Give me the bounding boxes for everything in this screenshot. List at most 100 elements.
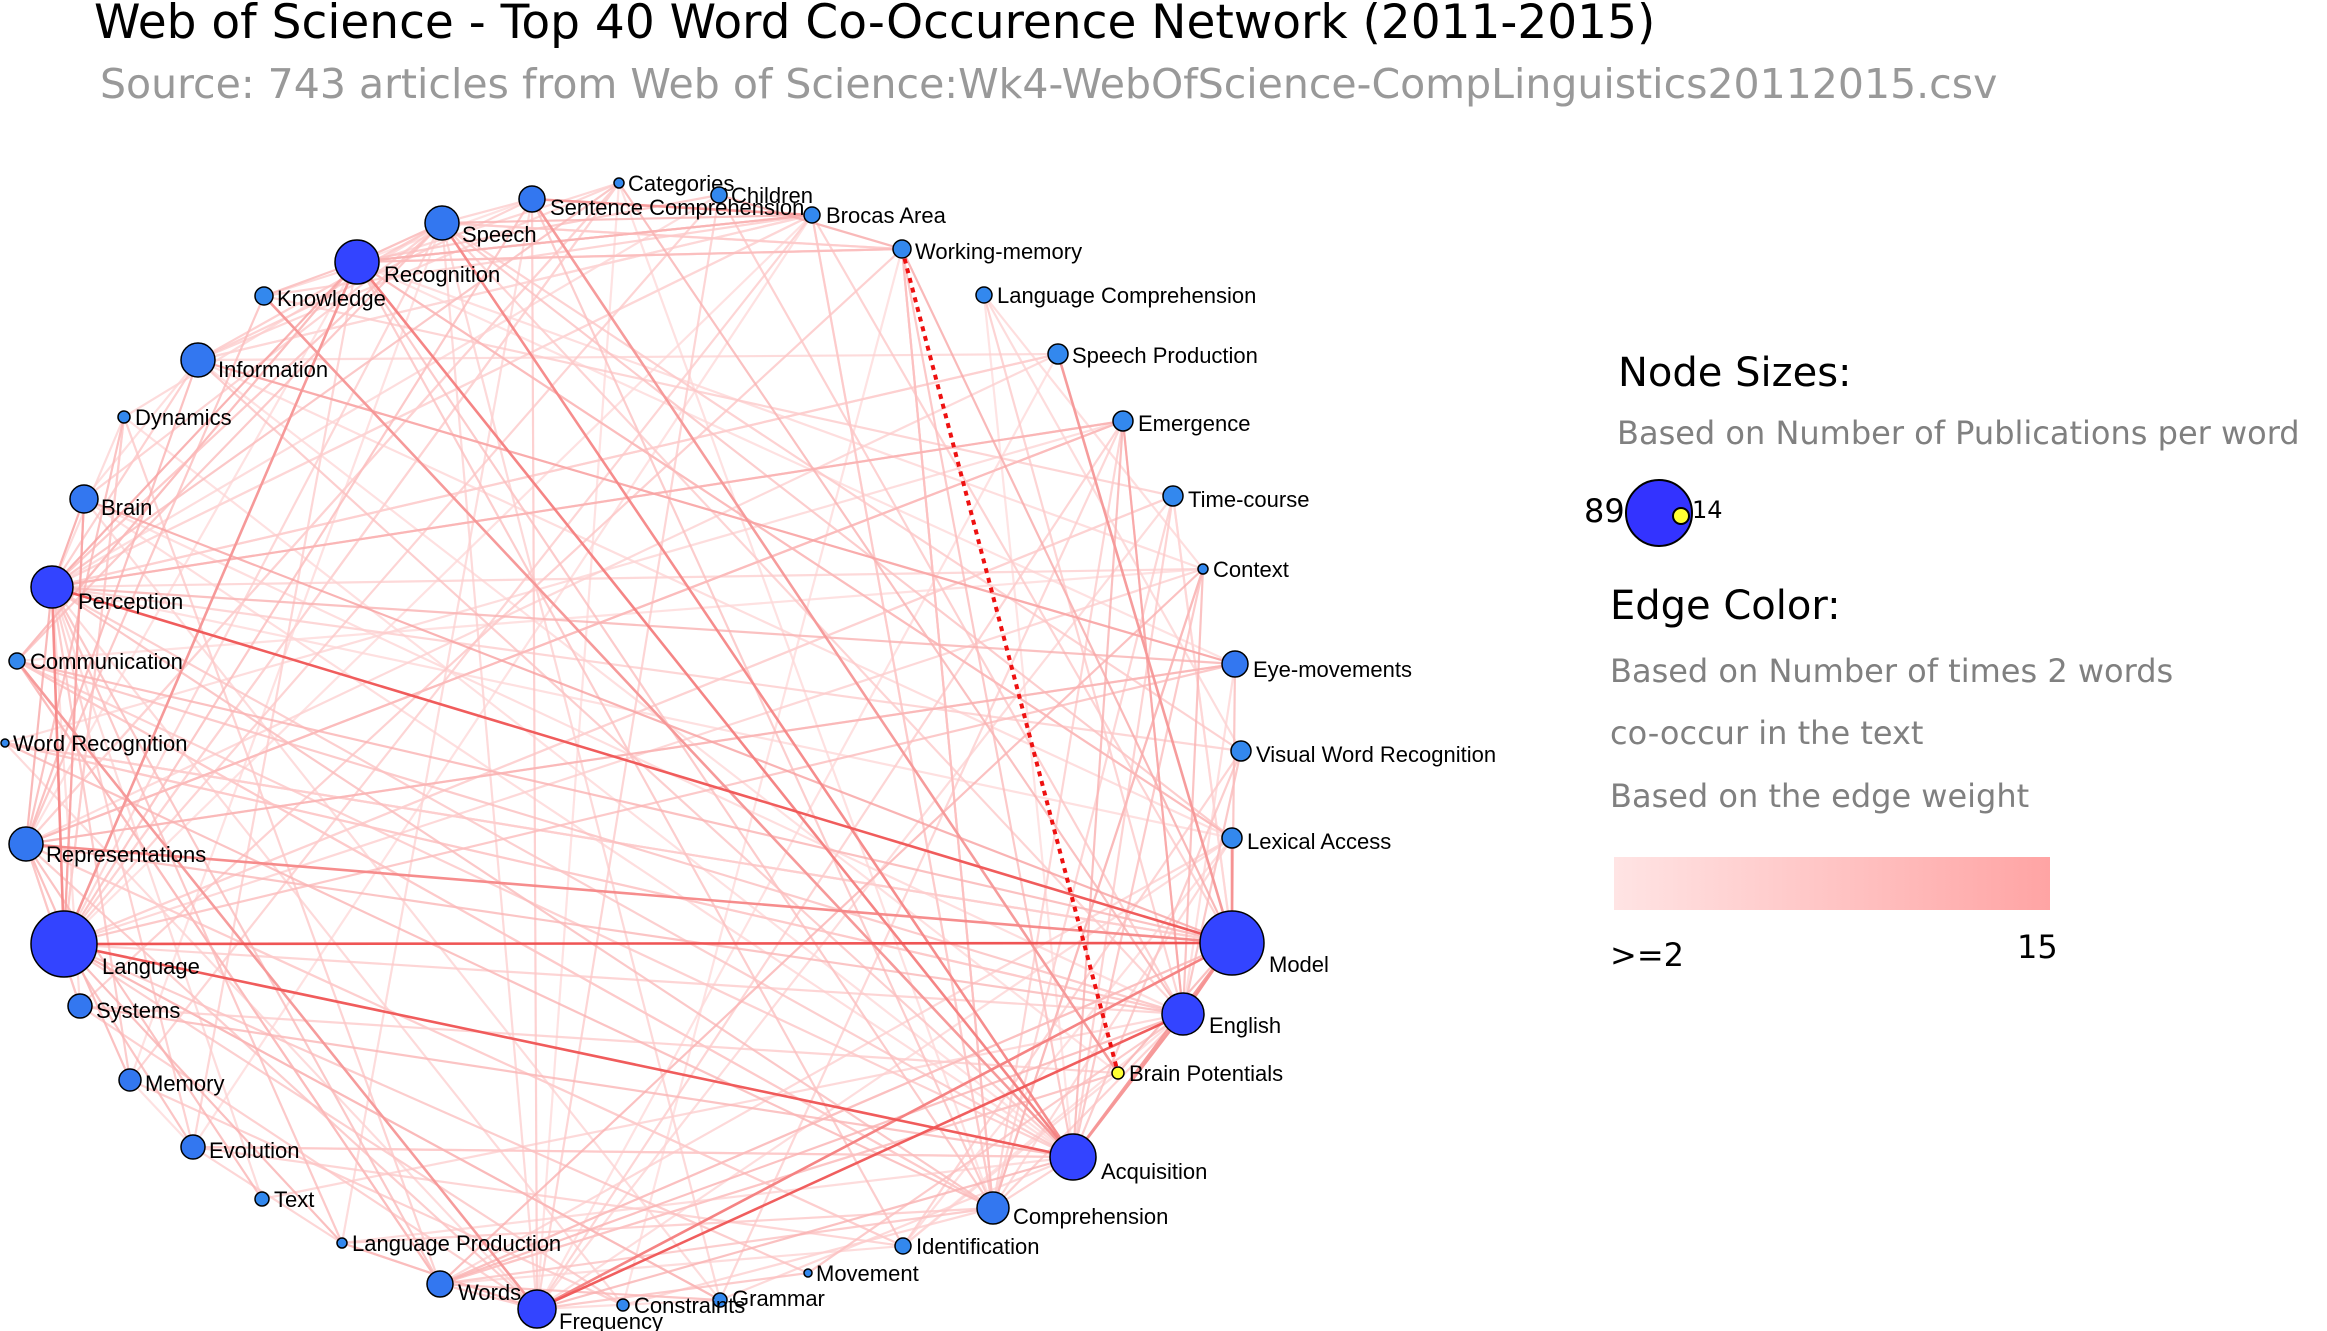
node-representations: Representations [8,826,206,867]
edge-speech-brocas-area [441,213,813,225]
edge-color-description-1: Based on Number of times 2 words [1610,652,2173,690]
node-circle-brain-potentials [1111,1066,1125,1080]
edge-color-gradient [1614,857,2050,910]
node-size-min-label: 14 [1692,496,1723,524]
node-circle-english [1161,992,1205,1036]
node-knowledge: Knowledge [254,286,386,311]
node-circle-visual-word-recognition [1230,740,1252,762]
edge-speech-memory [128,222,444,1081]
edge-frequency-representations [25,843,538,1310]
node-circle-communication [8,652,26,670]
edge-english-language [63,942,1184,1016]
node-model: Model [1199,910,1329,977]
edge-acquisition-dynamics [123,416,1074,1158]
node-circle-recognition [334,239,380,285]
node-circle-speech-production [1047,343,1069,365]
node-circle-word-recognition [0,738,10,748]
node-label-sentence-comprehension: Sentence Comprehension [550,195,804,220]
edge-communication-frequency [15,660,539,1310]
node-circle-eye-movements [1221,650,1249,678]
node-label-perception: Perception [78,589,183,614]
node-label-recognition: Recognition [384,262,500,287]
edge-language-sentence-comprehension [63,198,533,945]
edge-acquisition-systems [79,1004,1074,1159]
edge-speech-production-model [1056,353,1234,944]
node-label-evolution: Evolution [209,1138,300,1163]
node-label-language-production: Language Production [352,1231,561,1256]
edge-english-text [261,1012,1184,1201]
node-communication: Communication [8,649,183,674]
node-label-words: Words [458,1280,521,1305]
edge-systems-frequency [79,1005,538,1310]
edge-english-eye-movements [1181,663,1237,1015]
edge-systems-brain-potentials [79,1004,1119,1075]
edge-representations-identification [25,843,904,1247]
edge-speech-communication [16,222,443,662]
edge-representations-knowledge [24,295,266,845]
node-size-max-label: 89 [1584,492,1625,530]
node-circle-movement [803,1268,813,1278]
edge-representations-information [24,359,200,845]
node-circle-model [1199,910,1265,976]
edge-acquisition-working-memory [900,248,1075,1158]
edge-recognition-working-memory [356,247,903,264]
edge-recognition-lexical-access [356,261,1233,839]
node-context: Context [1197,557,1289,582]
edge-brocas-area-model [811,214,1233,944]
diagram-subtitle: Source: 743 articles from Web of Science… [100,60,1997,108]
edge-words-communication [16,660,441,1285]
edge-perception-brocas-area [51,214,813,588]
node-language: Language [30,910,200,979]
node-label-language-comprehension: Language Comprehension [997,283,1256,308]
edge-language-production-sentence-comprehension [340,198,534,1244]
edge-min-label: >=2 [1610,936,1684,974]
node-label-frequency: Frequency [559,1309,663,1331]
node-speech: Speech [424,205,537,247]
node-circle-language-comprehension [975,286,993,304]
node-circle-comprehension [976,1191,1010,1225]
node-circle-sentence-comprehension [518,185,546,213]
node-circle-evolution [180,1134,206,1160]
edge-constraints-perception [51,586,624,1306]
node-label-movement: Movement [816,1261,919,1286]
node-label-eye-movements: Eye-movements [1253,657,1412,682]
node-dynamics: Dynamics [117,405,232,430]
node-label-dynamics: Dynamics [135,405,232,430]
node-brain-potentials: Brain Potentials [1111,1061,1283,1086]
node-circle-categories [613,177,625,189]
edge-color-description-3: Based on the edge weight [1610,777,2029,815]
node-circle-time-course [1162,485,1184,507]
node-label-visual-word-recognition: Visual Word Recognition [1256,742,1496,767]
edge-recognition-eye-movements [356,260,1236,666]
edge-perception-speech-production [51,352,1059,589]
edge-lexical-access-comprehension [992,837,1233,1209]
edge-frequency-word-recognition [4,742,538,1310]
edge-information-perception [51,359,199,588]
edge-perception-model [51,585,1233,945]
edge-representations-emergence [25,419,1124,846]
node-label-language: Language [102,954,200,979]
node-label-english: English [1209,1013,1281,1038]
node-circle-children [710,186,728,204]
edge-evolution-memory [129,1079,194,1148]
edge-frequency-model [536,941,1233,1311]
node-grammar: Grammar [712,1286,825,1311]
node-sentence-comprehension: Sentence Comprehension [518,185,804,220]
node-circle-lexical-access [1221,827,1243,849]
edge-language-recognition [62,261,359,945]
edge-sentence-comprehension-brocas-area [531,197,813,217]
edge-model-time-course [1171,495,1234,944]
edge-representations-model [25,842,1233,945]
edge-language-movement [63,942,809,1275]
node-circle-brocas-area [803,206,821,224]
edge-perception-context [51,567,1204,589]
node-label-representations: Representations [46,842,206,867]
edge-knowledge-acquisition [263,295,1074,1158]
node-language-production: Language Production [336,1231,561,1256]
edge-comprehension-brocas-area [810,214,995,1209]
edge-speech-acquisition [440,222,1075,1158]
edge-language-grammar [63,943,721,1301]
edge-perception-words [51,586,441,1285]
node-acquisition: Acquisition [1049,1133,1207,1184]
node-circle-systems [67,993,93,1019]
